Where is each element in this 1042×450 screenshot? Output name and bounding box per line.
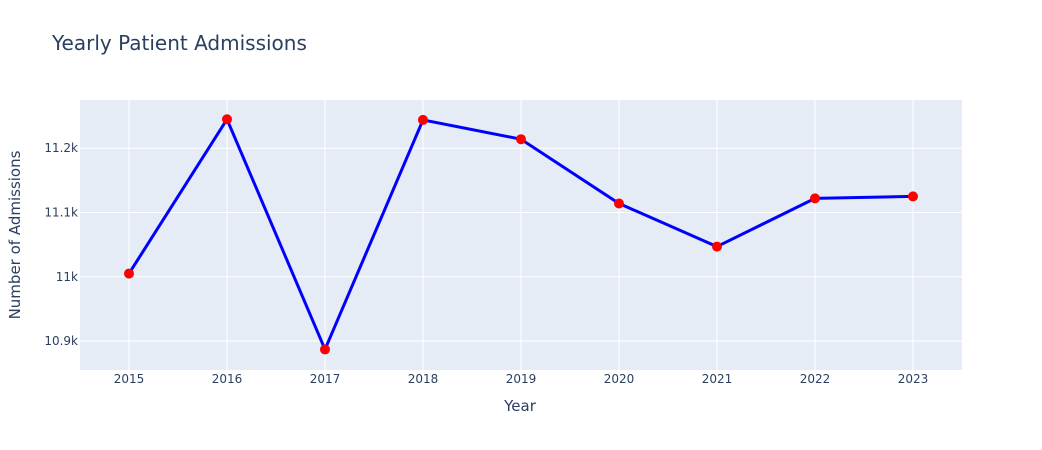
- x-tick-label: 2021: [702, 372, 733, 386]
- y-tick-label: 10.9k: [44, 334, 78, 348]
- series-markers: [124, 114, 918, 355]
- y-gridlines: [80, 147, 962, 342]
- data-point[interactable]: [516, 134, 526, 145]
- y-tick-label: 11k: [56, 270, 78, 284]
- data-point[interactable]: [810, 193, 820, 204]
- x-gridlines: [128, 100, 914, 370]
- x-tick-label: 2015: [114, 372, 145, 386]
- y-tick-labels: 10.9k 11k 11.1k 11.2k: [44, 141, 78, 348]
- data-point[interactable]: [418, 114, 428, 125]
- chart-title: Yearly Patient Admissions: [51, 31, 307, 55]
- x-tick-label: 2016: [212, 372, 243, 386]
- x-tick-label: 2022: [800, 372, 831, 386]
- x-tick-label: 2023: [898, 372, 929, 386]
- x-tick-label: 2018: [408, 372, 439, 386]
- data-point[interactable]: [908, 191, 918, 202]
- data-point[interactable]: [320, 344, 330, 355]
- data-point[interactable]: [222, 114, 232, 125]
- y-axis-title: Number of Admissions: [6, 150, 24, 319]
- x-axis-title: Year: [503, 397, 537, 415]
- x-tick-label: 2019: [506, 372, 537, 386]
- data-point[interactable]: [614, 198, 624, 209]
- x-tick-label: 2020: [604, 372, 635, 386]
- x-tick-label: 2017: [310, 372, 341, 386]
- data-point[interactable]: [712, 241, 722, 252]
- data-point[interactable]: [124, 268, 134, 279]
- x-tick-labels: 2015 2016 2017 2018 2019 2020 2021 2022 2023: [114, 372, 929, 386]
- y-tick-label: 11.1k: [44, 206, 78, 220]
- y-tick-label: 11.2k: [44, 141, 78, 155]
